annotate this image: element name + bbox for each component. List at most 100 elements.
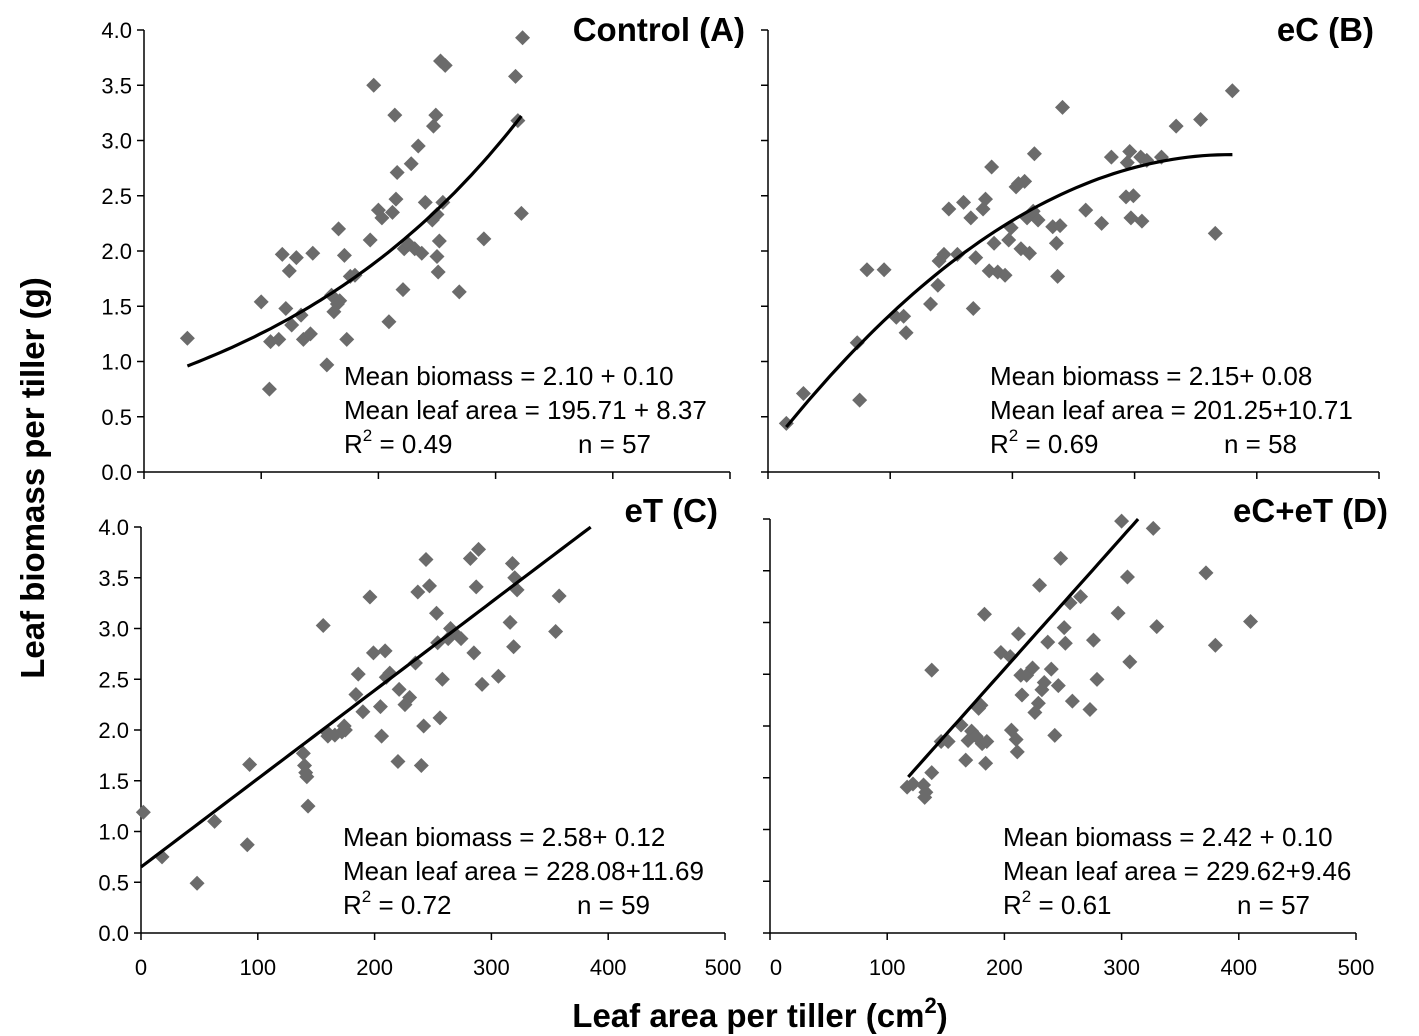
data-point bbox=[278, 300, 294, 316]
mean-leaf-area-text: Mean leaf area = 229.62+9.46 bbox=[1003, 856, 1351, 886]
data-point bbox=[958, 752, 974, 768]
panel-title: eT (C) bbox=[625, 492, 719, 529]
data-point bbox=[1025, 660, 1041, 676]
data-point bbox=[975, 201, 991, 217]
data-point bbox=[490, 668, 506, 684]
data-point bbox=[281, 263, 297, 279]
data-point bbox=[179, 330, 195, 346]
data-point bbox=[337, 722, 353, 738]
r-squared-text: R2 = 0.61 bbox=[1003, 887, 1111, 920]
data-point bbox=[1055, 99, 1071, 115]
n-text: n = 58 bbox=[1224, 429, 1297, 459]
data-point bbox=[428, 107, 444, 123]
data-point bbox=[462, 550, 478, 566]
data-point bbox=[302, 326, 318, 342]
data-point bbox=[429, 249, 445, 265]
data-point bbox=[434, 671, 450, 687]
x-tick-label: 400 bbox=[1220, 955, 1257, 980]
data-point bbox=[930, 277, 946, 293]
data-point bbox=[515, 30, 531, 46]
mean-biomass-text: Mean biomass = 2.15+ 0.08 bbox=[990, 361, 1312, 391]
data-point bbox=[986, 235, 1002, 251]
x-tick-label: 300 bbox=[1103, 955, 1140, 980]
data-point bbox=[429, 605, 445, 621]
data-point bbox=[997, 267, 1013, 283]
data-point bbox=[362, 232, 378, 248]
data-point bbox=[506, 639, 522, 655]
data-point bbox=[898, 325, 914, 341]
data-point bbox=[551, 588, 567, 604]
x-axis-title-end: ) bbox=[937, 997, 948, 1034]
data-point bbox=[135, 804, 151, 820]
data-point bbox=[451, 284, 467, 300]
data-point bbox=[410, 584, 426, 600]
data-point bbox=[896, 308, 912, 324]
data-point bbox=[1032, 577, 1048, 593]
panels-layer: 0.0 0.5 1.0 1.5 2.0 2.5 3.0 3.5 4.0 Control (A) Me… bbox=[98, 11, 1388, 980]
data-point bbox=[305, 245, 321, 261]
data-point bbox=[395, 282, 411, 298]
x-tick-label: 200 bbox=[986, 955, 1023, 980]
data-point bbox=[795, 386, 811, 402]
y-tick-label: 0.0 bbox=[101, 460, 132, 485]
data-point bbox=[1089, 671, 1105, 687]
data-point bbox=[956, 194, 972, 210]
data-point bbox=[389, 165, 405, 181]
data-point bbox=[1036, 675, 1052, 691]
data-point bbox=[355, 704, 371, 720]
data-point bbox=[1030, 695, 1046, 711]
data-point bbox=[1001, 232, 1017, 248]
x-tick-label: 100 bbox=[239, 955, 276, 980]
data-point bbox=[978, 191, 994, 207]
data-point bbox=[979, 734, 995, 750]
data-point bbox=[300, 798, 316, 814]
data-point bbox=[432, 710, 448, 726]
y-tick-label: 4.0 bbox=[101, 18, 132, 43]
data-point bbox=[1017, 173, 1033, 189]
data-point bbox=[339, 331, 355, 347]
data-point bbox=[429, 207, 445, 223]
data-point bbox=[876, 262, 892, 278]
y-tick-label: 1.0 bbox=[101, 350, 132, 375]
x-axis-title-sup: 2 bbox=[924, 993, 936, 1018]
data-point bbox=[1198, 565, 1214, 581]
data-point bbox=[965, 300, 981, 316]
data-point bbox=[1053, 550, 1069, 566]
data-point bbox=[1119, 569, 1135, 585]
data-point bbox=[403, 156, 419, 172]
data-point bbox=[1064, 693, 1080, 709]
data-point bbox=[1043, 661, 1059, 677]
data-point bbox=[425, 118, 441, 134]
data-point bbox=[1149, 619, 1165, 635]
data-point bbox=[413, 758, 429, 774]
data-point bbox=[1050, 678, 1066, 694]
panel-title: eC+eT (D) bbox=[1233, 492, 1388, 529]
data-point bbox=[407, 241, 423, 257]
data-point bbox=[390, 753, 406, 769]
data-point bbox=[471, 541, 487, 557]
y-tick-label: 1.0 bbox=[98, 820, 129, 845]
data-point bbox=[381, 314, 397, 330]
data-point bbox=[504, 556, 520, 572]
data-point bbox=[319, 357, 335, 373]
data-point bbox=[377, 643, 393, 659]
data-point bbox=[366, 77, 382, 93]
data-point bbox=[387, 107, 403, 123]
y-tick-label: 2.5 bbox=[101, 184, 132, 209]
data-point bbox=[421, 578, 437, 594]
y-tick-label: 3.5 bbox=[101, 73, 132, 98]
data-point bbox=[391, 681, 407, 697]
data-point bbox=[936, 246, 952, 262]
data-point bbox=[261, 381, 277, 397]
panel-title: Control (A) bbox=[573, 11, 745, 48]
mean-biomass-text: Mean biomass = 2.42 + 0.10 bbox=[1003, 822, 1333, 852]
data-point bbox=[1094, 215, 1110, 231]
data-point bbox=[1085, 632, 1101, 648]
y-tick-label: 3.0 bbox=[98, 617, 129, 642]
data-point bbox=[852, 392, 868, 408]
y-tick-label: 0.0 bbox=[98, 921, 129, 946]
data-point bbox=[1207, 637, 1223, 653]
data-point bbox=[374, 210, 390, 226]
trend-line bbox=[785, 153, 1233, 429]
data-point bbox=[1030, 212, 1046, 228]
